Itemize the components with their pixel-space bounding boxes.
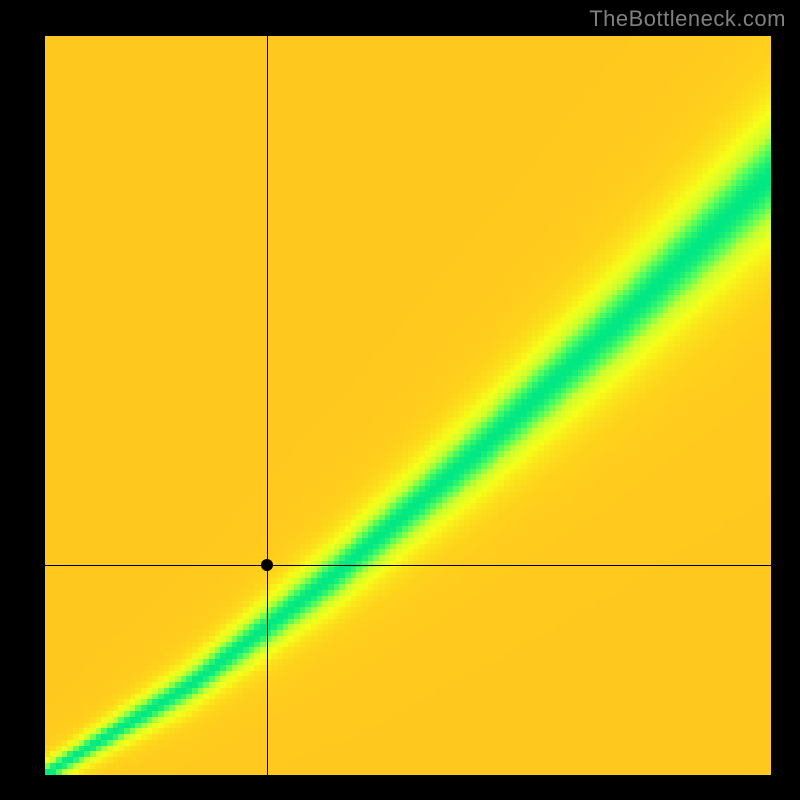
chart-frame: TheBottleneck.com bbox=[0, 0, 800, 800]
crosshair-vertical bbox=[267, 36, 268, 775]
watermark-text: TheBottleneck.com bbox=[589, 6, 786, 32]
heatmap-canvas bbox=[45, 36, 771, 775]
crosshair-horizontal bbox=[45, 565, 771, 566]
crosshair-marker bbox=[261, 559, 273, 571]
